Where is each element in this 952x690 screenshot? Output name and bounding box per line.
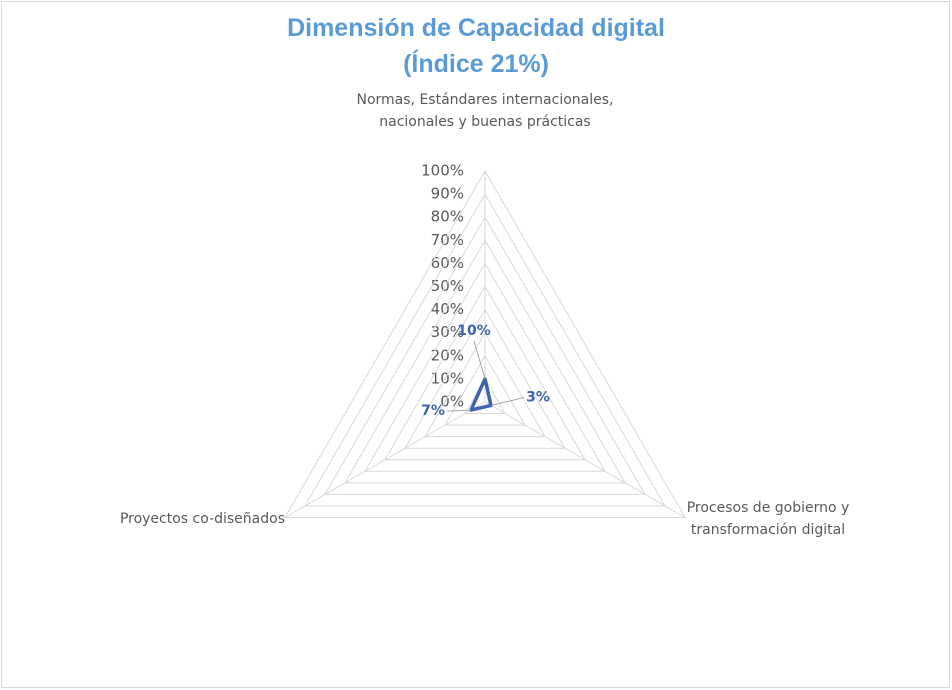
data-label: 3% bbox=[526, 389, 550, 405]
grid-line bbox=[464, 377, 506, 415]
grid-line bbox=[384, 285, 586, 461]
category-label: Procesos de gobierno y transformación di… bbox=[686, 500, 850, 538]
chart-title: Dimensión de Capacidad digital bbox=[287, 14, 665, 42]
grid-line bbox=[364, 262, 606, 472]
grid-line bbox=[284, 170, 686, 518]
data-label: 10% bbox=[457, 323, 491, 339]
category-label: Proyectos co-diseñados bbox=[119, 511, 285, 527]
y-tick-label: 100% bbox=[421, 162, 464, 180]
axis-line bbox=[484, 401, 686, 518]
grid-line bbox=[344, 239, 626, 484]
grid-line bbox=[324, 216, 646, 495]
data-label: 7% bbox=[421, 403, 445, 419]
axis-line bbox=[284, 401, 486, 518]
grid-line bbox=[444, 354, 526, 426]
data-line bbox=[469, 377, 493, 412]
chart-title: (Índice 21%) bbox=[403, 50, 549, 78]
y-tick-label: 90% bbox=[431, 185, 464, 203]
leader-line bbox=[490, 396, 525, 406]
grid-line bbox=[304, 193, 666, 507]
y-tick-label: 0% bbox=[440, 393, 464, 411]
leader-line bbox=[473, 340, 486, 380]
grid-line bbox=[404, 308, 566, 449]
leader-line bbox=[446, 409, 472, 412]
grid-line bbox=[424, 331, 546, 438]
category-label: Normas, Estándares internacionales, naci… bbox=[356, 92, 614, 130]
